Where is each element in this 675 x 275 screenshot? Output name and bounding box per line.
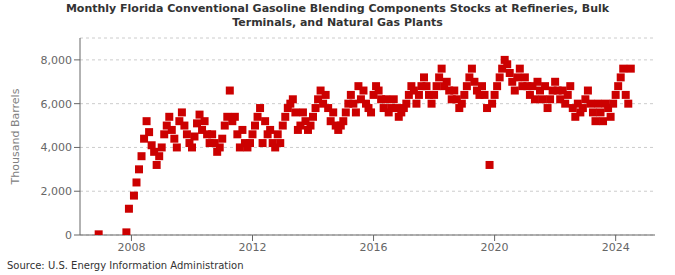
svg-text:2020: 2020 — [481, 241, 509, 254]
html-text:Source: U.S. Energy Informatio: Source: U.S. Energy Information Administ… — [7, 260, 244, 271]
svg-text:0: 0 — [65, 229, 72, 242]
svg-text:Thousand Barrels: Thousand Barrels — [9, 88, 22, 185]
svg-text:8,000: 8,000 — [41, 54, 73, 67]
svg-text:2012: 2012 — [239, 241, 267, 254]
html-text:Terminals, and Natural Gas Pla: Terminals, and Natural Gas Plants — [232, 16, 443, 29]
svg-text:2008: 2008 — [117, 241, 145, 254]
svg-text:2,000: 2,000 — [41, 185, 73, 198]
html-text:Monthly Florida Conventional G: Monthly Florida Conventional Gasoline Bl… — [65, 2, 610, 15]
svg-text:6,000: 6,000 — [41, 98, 73, 111]
svg-text:4,000: 4,000 — [41, 141, 73, 154]
svg-text:2016: 2016 — [360, 241, 388, 254]
svg-text:2024: 2024 — [602, 241, 630, 254]
